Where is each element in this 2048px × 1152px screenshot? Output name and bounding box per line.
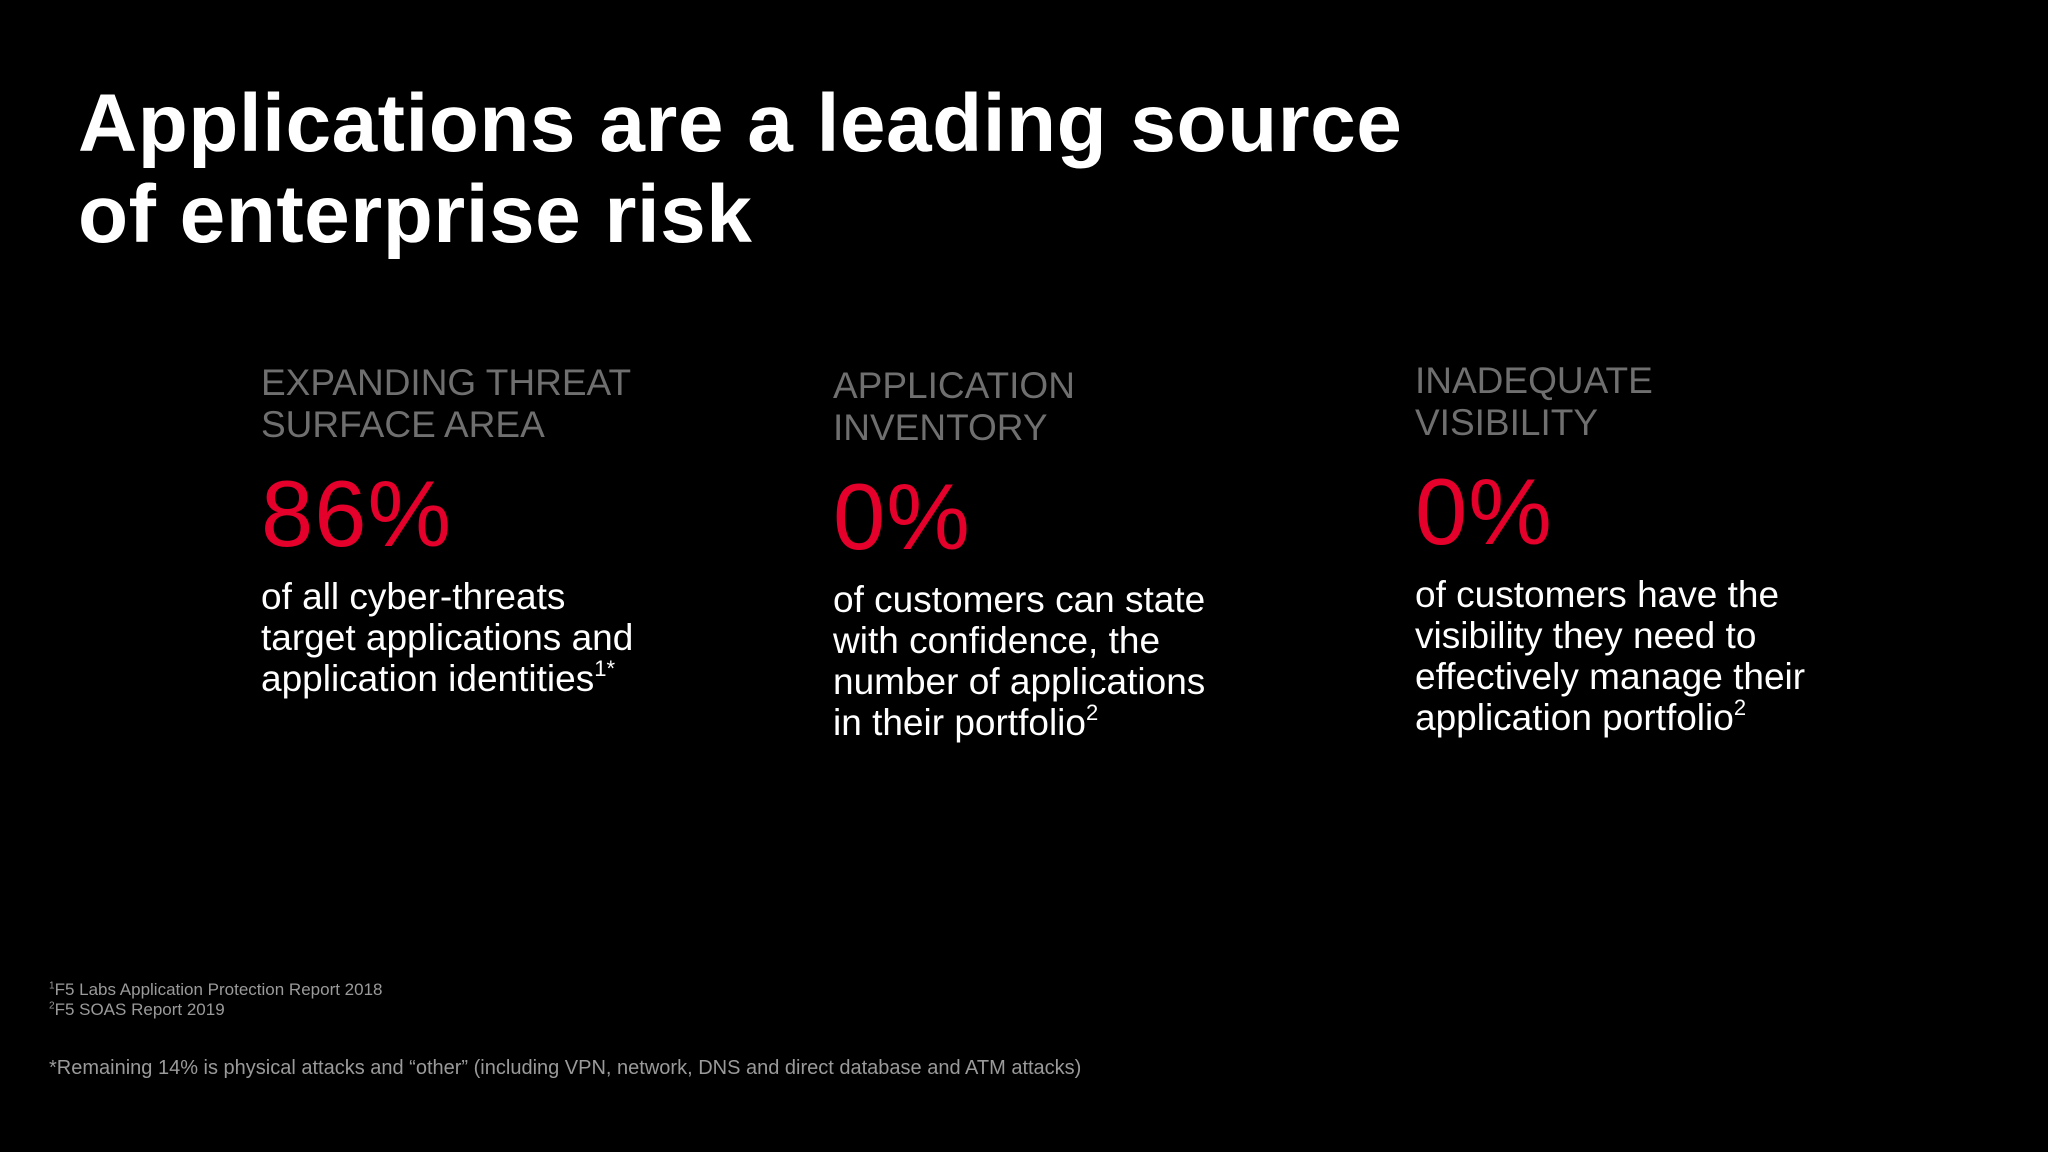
stat-description: of all cyber-threats target applications… [261,576,781,699]
stat-heading: EXPANDING THREAT SURFACE AREA [261,362,781,446]
stat-description: of customers have the visibility they ne… [1415,574,1935,738]
stat-heading: INADEQUATE VISIBILITY [1415,360,1935,444]
stat-description-line: target applications and [261,617,634,658]
stat-value: 86% [261,461,453,566]
footnote-marker: 2 [1085,699,1099,725]
stat-value: 0% [833,464,971,569]
stat-description-line: application identities1* [261,655,781,699]
footnote-item: 1F5 Labs Application Protection Report 2… [49,980,383,1000]
stat-description-text: application portfolio [1415,697,1734,738]
stat-description-line: of customers have the [1415,574,1780,615]
footnote-text: F5 Labs Application Protection Report 20… [54,980,383,999]
slide-title-line-1: Applications are a leading source [78,78,1403,169]
stat-description-line: of customers can state [833,579,1206,620]
stat-card-application-inventory: APPLICATION INVENTORY 0% of customers ca… [833,365,1353,743]
stat-description-line: of all cyber-threats [261,576,566,617]
stat-description-line: with confidence, the [833,620,1161,661]
footnote-number: 2 [49,1000,55,1012]
stat-description-line: visibility they need to [1415,615,1757,656]
slide-title-line-2: of enterprise risk [78,169,753,260]
stat-card-inadequate-visibility: INADEQUATE VISIBILITY 0% of customers ha… [1415,360,1935,738]
stat-description: of customers can state with confidence, … [833,579,1353,743]
stat-description-line: application portfolio2 [1415,694,1935,738]
stat-heading-line: INADEQUATE [1415,360,1653,401]
stat-description-line: number of applications [833,661,1206,702]
stat-description-line: effectively manage their [1415,656,1806,697]
stat-description-text: in their portfolio [833,702,1086,743]
stat-heading-line: SURFACE AREA [261,404,545,445]
slide-title: Applications are a leading source of ent… [78,78,1578,260]
stat-description-text: application identities [261,658,595,699]
footnote-number: 1 [49,980,55,992]
remaining-note: *Remaining 14% is physical attacks and “… [49,1057,1082,1079]
footnotes: 1F5 Labs Application Protection Report 2… [49,980,383,1020]
footnote-item: 2F5 SOAS Report 2019 [49,1000,383,1020]
stat-heading-line: INVENTORY [833,407,1048,448]
stat-heading-line: APPLICATION [833,365,1075,406]
stat-value: 0% [1415,459,1553,564]
footnote-marker: 1* [594,655,616,681]
stat-heading-line: VISIBILITY [1415,402,1599,443]
footnote-marker: 2 [1733,694,1747,720]
stat-heading: APPLICATION INVENTORY [833,365,1353,449]
stat-card-threat-surface: EXPANDING THREAT SURFACE AREA 86% of all… [261,362,781,699]
footnote-text: F5 SOAS Report 2019 [54,1000,225,1019]
stat-description-line: in their portfolio2 [833,699,1353,743]
stat-heading-line: EXPANDING THREAT [261,362,632,403]
